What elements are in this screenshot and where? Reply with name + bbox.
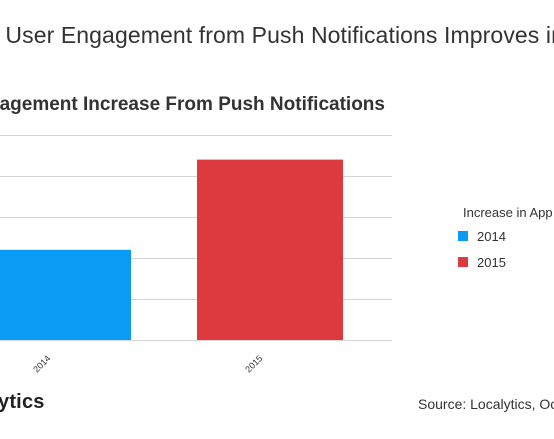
page-title: o User Engagement from Push Notification… bbox=[0, 22, 554, 48]
legend-label-2015: 2015 bbox=[477, 255, 506, 270]
logo-wordmark: ytics bbox=[0, 391, 45, 413]
legend-label-2014: 2014 bbox=[477, 229, 506, 244]
legend-swatch-2015 bbox=[458, 257, 468, 267]
chart-title: gagement Increase From Push Notification… bbox=[0, 94, 385, 115]
x-tick-label-2015: 2015 bbox=[243, 353, 264, 374]
bar-2015 bbox=[197, 159, 343, 340]
legend-swatch-2014 bbox=[458, 231, 468, 241]
source-note: Source: Localytics, Oc bbox=[418, 396, 554, 412]
bar-2014 bbox=[0, 249, 131, 340]
x-tick-label-2014: 2014 bbox=[31, 353, 52, 374]
legend-title: Increase in App bbox=[463, 205, 553, 220]
